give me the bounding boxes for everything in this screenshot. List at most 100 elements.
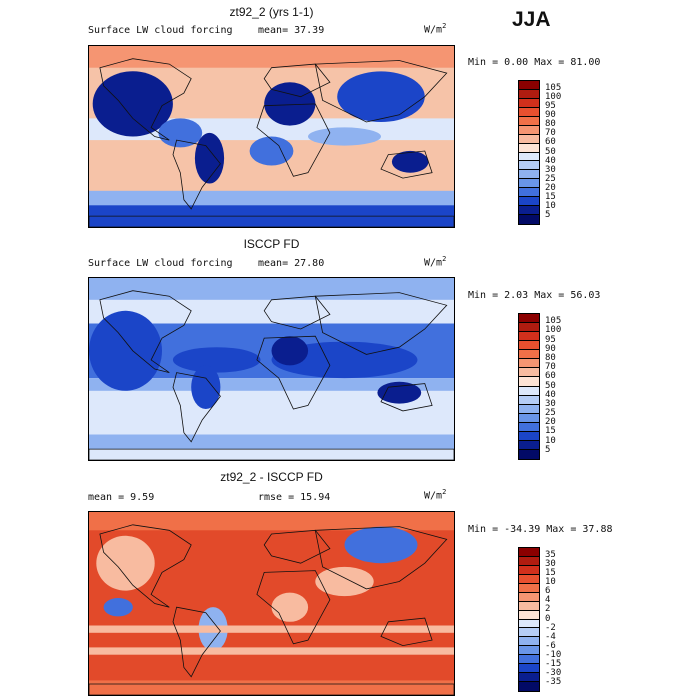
colorbar-swatch: [519, 601, 539, 611]
colorbar-swatch: [519, 81, 539, 90]
colorbar-swatch: [519, 152, 539, 162]
field-blob: [194, 132, 225, 184]
field-band: [89, 434, 454, 450]
field-blob: [315, 566, 374, 597]
field-blob: [377, 381, 422, 404]
colorbar-swatch: [519, 610, 539, 620]
coastline-antarctica: [89, 448, 454, 460]
colorbar-tick-label: 70: [545, 128, 556, 139]
colorbar-tick-label: 10: [545, 577, 556, 588]
colorbar-tick-label: 40: [545, 155, 556, 166]
colorbar-swatch: [519, 682, 539, 691]
coastline-antarctica: [89, 683, 454, 695]
colorbar-swatch: [519, 574, 539, 584]
colorbar-swatch: [519, 143, 539, 153]
field-blob: [344, 526, 418, 564]
colorbar-tick-label: -6: [545, 640, 556, 651]
field-blob: [271, 592, 309, 622]
colorbar-tick-label: 30: [545, 559, 556, 570]
coastline-namerica: [99, 524, 192, 608]
field-blob: [391, 150, 429, 173]
panel-2-map: [88, 277, 455, 461]
colorbar-tick-label: 15: [545, 568, 556, 579]
colorbar-swatch: [519, 637, 539, 647]
colorbar-swatch: [519, 548, 539, 557]
colorbar-tick-label: 40: [545, 389, 556, 400]
colorbar-swatch: [519, 134, 539, 144]
field-blob: [264, 82, 316, 126]
colorbar-swatch: [519, 565, 539, 575]
panel-1-map-svg: [89, 46, 454, 227]
colorbar-tick-label: 95: [545, 334, 556, 345]
colorbar-swatch: [519, 664, 539, 674]
colorbar-tick-label: 30: [545, 164, 556, 175]
colorbar-tick-label: 20: [545, 417, 556, 428]
colorbar-swatch: [519, 125, 539, 135]
colorbar-swatch: [519, 170, 539, 180]
panel-2-mean: mean= 27.80: [258, 258, 325, 269]
colorbar-swatch: [519, 592, 539, 602]
coastline-australia: [380, 150, 433, 179]
colorbar-swatch: [519, 431, 539, 441]
colorbar-tick-label: -35: [545, 676, 562, 687]
panel-2-map-svg: [89, 278, 454, 460]
colorbar-tick-label: 90: [545, 110, 556, 121]
colorbar-swatch: [519, 440, 539, 450]
colorbar-swatch: [519, 161, 539, 171]
colorbar-swatch: [519, 350, 539, 360]
field-blob: [103, 598, 133, 617]
field-band: [89, 680, 454, 695]
colorbar-swatch: [519, 341, 539, 351]
colorbar-swatch: [519, 583, 539, 593]
colorbar-swatch: [519, 377, 539, 387]
colorbar-tick-label: -2: [545, 622, 556, 633]
colorbar-tick-label: 90: [545, 343, 556, 354]
colorbar-swatch: [519, 386, 539, 396]
panel-3-minmax: Min = -34.39 Max = 37.88: [468, 524, 613, 535]
coastline-africa: [256, 570, 331, 645]
colorbar-swatch: [519, 188, 539, 198]
panel-1-title: zt92_2 (yrs 1-1): [229, 5, 314, 19]
coastline-samerica: [172, 606, 221, 678]
coastline-asia: [314, 60, 448, 123]
panel-1-mean: mean= 37.39: [258, 25, 325, 36]
panel-3-units: W/m2: [424, 488, 447, 502]
panel-3-rmse: rmse = 15.94: [258, 492, 331, 503]
colorbar-tick-label: 80: [545, 119, 556, 130]
colorbar-swatch: [519, 404, 539, 414]
field-band: [89, 378, 454, 391]
colorbar-swatch: [519, 197, 539, 207]
colorbar-tick-label: -10: [545, 649, 562, 660]
colorbar-tick-label: 4: [545, 595, 551, 606]
colorbar-tick-label: 15: [545, 191, 556, 202]
colorbar-swatch: [519, 107, 539, 117]
field-blob: [308, 127, 381, 146]
field-band: [89, 46, 454, 68]
panel-3-title: zt92_2 - ISCCP FD: [220, 470, 323, 484]
colorbar-swatch: [519, 116, 539, 126]
field-blob: [337, 71, 425, 122]
colorbar-tick-label: 50: [545, 146, 556, 157]
panel-3-colorbar: [518, 547, 540, 692]
colorbar-tick-label: 10: [545, 435, 556, 446]
colorbar-tick-label: 5: [545, 444, 551, 455]
field-blob: [158, 118, 203, 148]
colorbar-swatch: [519, 314, 539, 324]
panel-3-map-svg: [89, 512, 454, 695]
colorbar-tick-label: 20: [545, 182, 556, 193]
colorbar-swatch: [519, 646, 539, 656]
coastline-antarctica: [89, 215, 454, 227]
colorbar-swatch: [519, 619, 539, 629]
colorbar-tick-label: 10: [545, 200, 556, 211]
coastline-samerica: [172, 139, 221, 210]
colorbar-tick-label: 95: [545, 101, 556, 112]
field-band: [89, 278, 454, 300]
colorbar-tick-label: 100: [545, 325, 562, 336]
field-blob: [92, 71, 173, 137]
colorbar-tick-label: 105: [545, 83, 562, 94]
coastline-samerica: [172, 372, 221, 443]
colorbar-swatch: [519, 673, 539, 683]
season-label: JJA: [512, 8, 551, 31]
coastline-asia: [314, 526, 448, 590]
field-blob: [271, 336, 309, 366]
